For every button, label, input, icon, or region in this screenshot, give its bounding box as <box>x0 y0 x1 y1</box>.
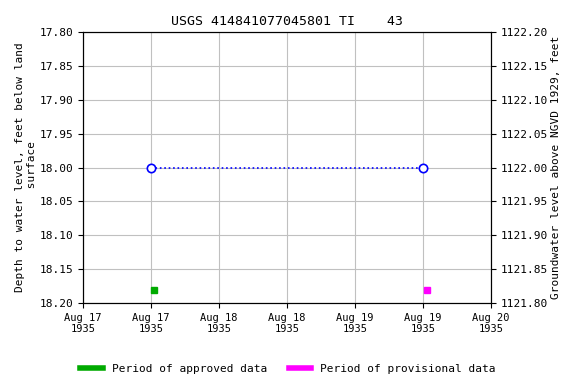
Y-axis label: Groundwater level above NGVD 1929, feet: Groundwater level above NGVD 1929, feet <box>551 36 561 299</box>
Legend: Period of approved data, Period of provisional data: Period of approved data, Period of provi… <box>76 359 500 379</box>
Y-axis label: Depth to water level, feet below land
 surface: Depth to water level, feet below land su… <box>15 43 37 292</box>
Title: USGS 414841077045801 TI    43: USGS 414841077045801 TI 43 <box>171 15 403 28</box>
